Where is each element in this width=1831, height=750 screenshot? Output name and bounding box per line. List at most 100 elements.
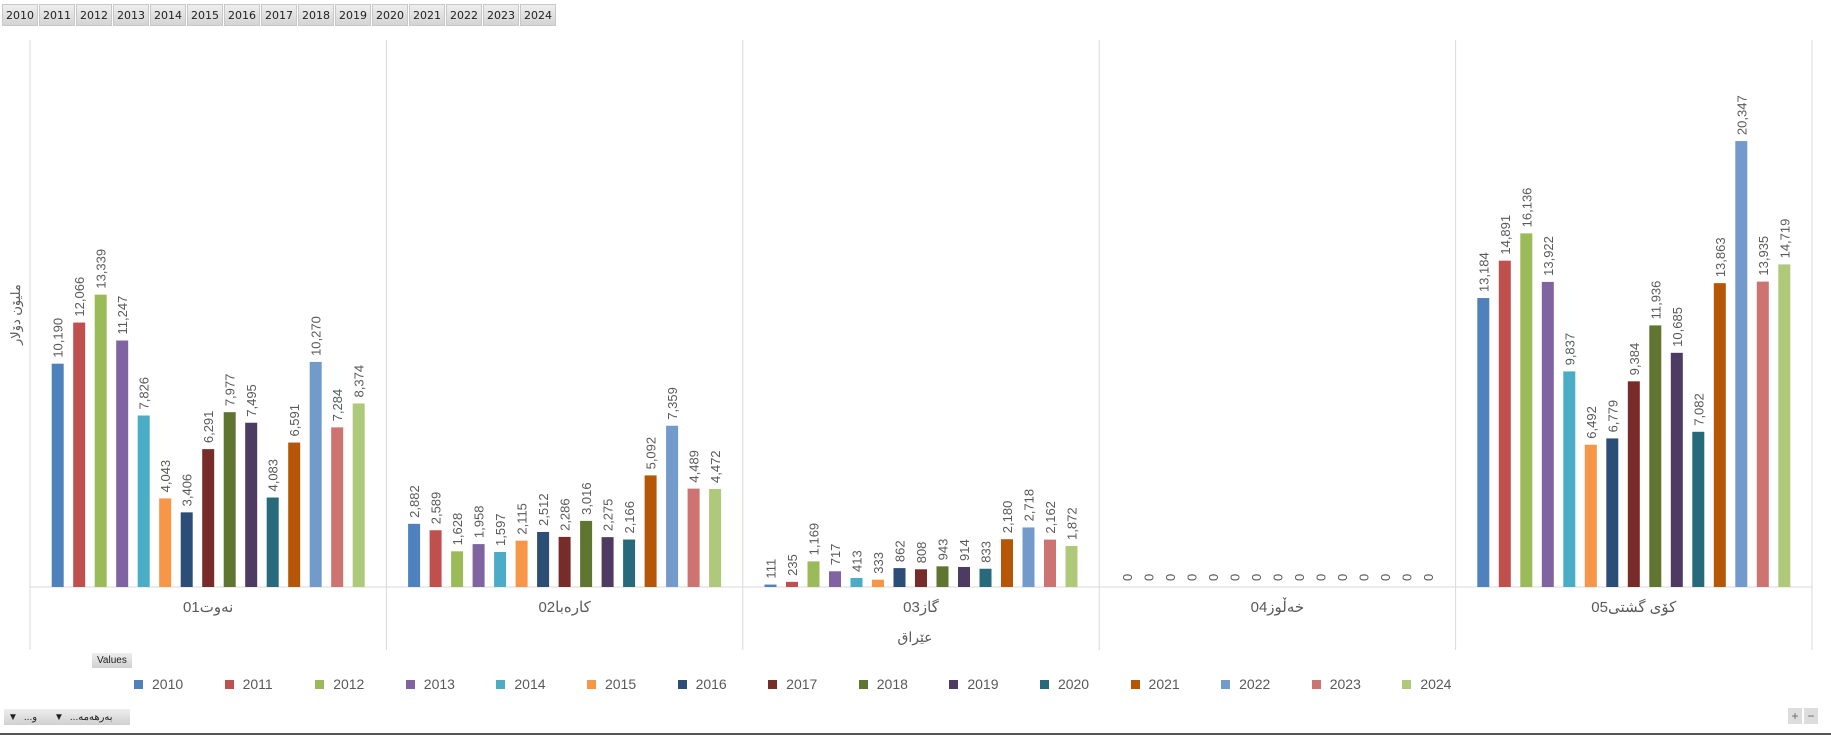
bar-2019 (958, 566, 970, 587)
data-label: 0 (1120, 574, 1135, 581)
data-label: 1,958 (472, 506, 487, 539)
slicer-year-2012[interactable]: 2012 (76, 4, 112, 26)
bar-2018 (936, 566, 949, 587)
legend-item-2019: 2019 (949, 676, 1040, 692)
bar-2023 (1756, 281, 1769, 587)
bar-2012 (1520, 233, 1533, 587)
bar-2013 (116, 340, 129, 587)
bar-2021 (1001, 539, 1013, 587)
slicer-year-2017[interactable]: 2017 (261, 4, 297, 26)
legend-swatch (496, 679, 506, 689)
slicer-year-2014[interactable]: 2014 (150, 4, 186, 26)
data-label: 14,719 (1777, 219, 1792, 259)
slicer-year-2023[interactable]: 2023 (483, 4, 519, 26)
data-label: 0 (1141, 574, 1156, 581)
slicer-year-2015[interactable]: 2015 (187, 4, 223, 26)
data-label: 2,275 (601, 499, 616, 532)
values-field-button[interactable]: Values (92, 653, 132, 668)
y-axis-title: ملیۆن دۆلار (8, 284, 23, 345)
filter-button-1[interactable]: ▼ ...و (4, 709, 52, 725)
data-label: 7,284 (330, 389, 345, 422)
data-label: 2,286 (558, 498, 573, 531)
legend-label: 2013 (423, 676, 455, 692)
data-label: 10,190 (51, 318, 66, 358)
legend-label: 2017 (786, 676, 818, 692)
legend-item-2018: 2018 (858, 676, 950, 692)
data-label: 2,589 (429, 492, 444, 525)
bar-2012 (451, 551, 464, 587)
data-label: 6,591 (287, 404, 302, 437)
data-label: 808 (914, 542, 929, 564)
category-label: 04خەڵوز (1251, 597, 1305, 616)
bar-2011 (429, 530, 442, 587)
data-label: 0 (1184, 574, 1199, 581)
bar-2011 (786, 581, 798, 587)
expand-button[interactable]: + (1788, 708, 1802, 724)
legend-label: 2021 (1148, 676, 1180, 692)
data-label: 2,180 (1000, 501, 1015, 534)
slicer-year-2011[interactable]: 2011 (39, 4, 75, 26)
data-label: 4,489 (687, 450, 702, 483)
bar-2016 (180, 512, 193, 587)
slicer-year-2016[interactable]: 2016 (224, 4, 260, 26)
slicer-year-2021[interactable]: 2021 (409, 4, 445, 26)
collapse-button[interactable]: − (1804, 708, 1818, 724)
legend-swatch (858, 679, 868, 689)
data-label: 2,162 (1043, 501, 1058, 534)
legend-label: 2014 (514, 676, 546, 692)
bar-2018 (1649, 325, 1662, 587)
bar-chart: 01نەوت 10,190 12,066 13,339 11,247 7,826 4,043… (29, 40, 1813, 650)
data-label: 1,872 (1065, 507, 1080, 540)
legend: 2010 2011 2012 2013 2014 2015 2016 2017 2018 2019… (134, 676, 1493, 692)
slicer-year-2024[interactable]: 2024 (520, 4, 556, 26)
bar-2016 (893, 568, 906, 587)
data-label: 7,495 (244, 384, 259, 417)
legend-item-2022: 2022 (1221, 676, 1312, 692)
bar-2023 (331, 427, 344, 587)
legend-label: 2020 (1057, 676, 1090, 692)
data-label: 0 (1313, 574, 1328, 581)
slicer-year-2020[interactable]: 2020 (372, 4, 408, 26)
data-label: 0 (1249, 574, 1264, 581)
legend-item-2012: 2012 (315, 676, 406, 692)
data-label: 833 (979, 541, 994, 563)
legend-item-2021: 2021 (1130, 676, 1222, 692)
bar-2013 (829, 571, 841, 587)
data-label: 7,826 (137, 377, 152, 410)
bar-2011 (73, 322, 86, 587)
bar-2020 (979, 568, 992, 587)
bar-2014 (137, 415, 150, 587)
bar-2010 (51, 363, 64, 587)
legend-label: 2015 (604, 676, 637, 692)
category-label: 01نەوت (183, 599, 233, 616)
data-label: 0 (1292, 574, 1307, 581)
data-label: 2,115 (515, 503, 530, 535)
bar-2019 (245, 422, 258, 587)
bar-2010 (764, 584, 777, 587)
slicer-year-2018[interactable]: 2018 (298, 4, 334, 26)
data-label: 13,935 (1756, 236, 1771, 276)
bar-2016 (537, 531, 550, 587)
bar-2016 (1606, 438, 1619, 587)
data-label: 7,359 (665, 387, 680, 420)
data-label: 16,136 (1519, 188, 1534, 228)
bar-2020 (266, 497, 279, 587)
filter-button-1-label: ...و (23, 711, 38, 723)
data-label: 0 (1378, 574, 1393, 581)
bar-2024 (352, 403, 365, 587)
slicer-year-2010[interactable]: 2010 (2, 4, 38, 26)
data-label: 2,166 (622, 501, 637, 534)
data-label: 943 (936, 539, 951, 561)
legend-swatch (405, 679, 415, 689)
data-label: 6,492 (1584, 406, 1599, 439)
legend-swatch (677, 679, 687, 689)
dropdown-icon: ▼ (8, 711, 18, 723)
bar-2022 (1022, 527, 1035, 587)
slicer-year-2013[interactable]: 2013 (113, 4, 149, 26)
slicer-year-2019[interactable]: 2019 (335, 4, 371, 26)
data-label: 0 (1356, 574, 1371, 581)
bar-2022 (666, 425, 679, 587)
filter-button-2[interactable]: ▼ ...بەرهەمە (50, 709, 130, 725)
data-label: 13,339 (94, 249, 109, 289)
slicer-year-2022[interactable]: 2022 (446, 4, 482, 26)
